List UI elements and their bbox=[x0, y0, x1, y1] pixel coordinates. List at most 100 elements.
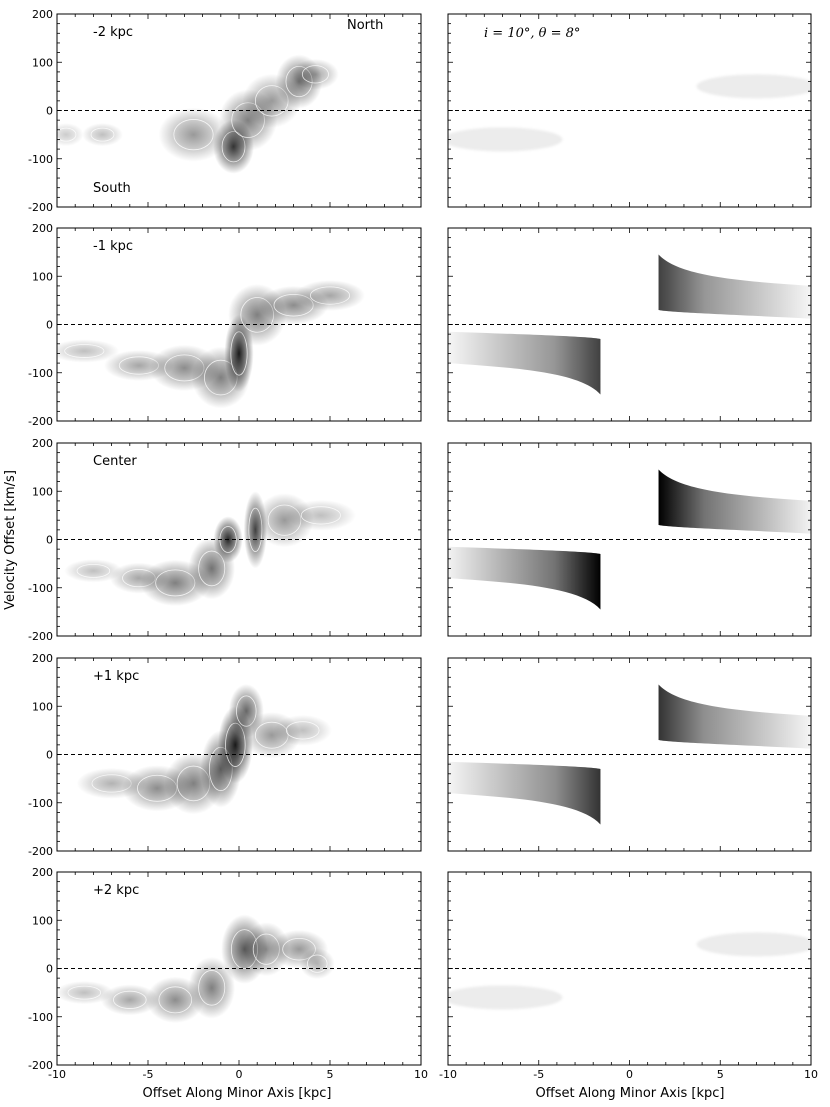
emission-blob bbox=[243, 922, 290, 977]
emission-blob bbox=[295, 280, 365, 311]
y-tick-label: -200 bbox=[28, 1059, 53, 1072]
model-panel-3 bbox=[447, 442, 812, 637]
contour-line bbox=[307, 954, 328, 973]
model-panel-2 bbox=[447, 227, 812, 422]
x-axis-title-left: Offset Along Minor Axis [kpc] bbox=[143, 1086, 332, 1101]
observed-panel-5: -200 -100 0 100 200 -10 -5 0 5 10 +2 kpc bbox=[28, 866, 428, 1081]
contour-line bbox=[285, 721, 320, 740]
y-tick-label: 100 bbox=[32, 485, 53, 498]
y-tick-label: 100 bbox=[32, 914, 53, 927]
y-tick-label: 0 bbox=[46, 963, 53, 976]
x-tick-label: -5 bbox=[533, 1068, 544, 1081]
y-tick-label: -100 bbox=[28, 153, 53, 166]
y-tick-label: 0 bbox=[46, 319, 53, 332]
y-tick-label: 100 bbox=[32, 270, 53, 283]
y-axis-title: Velocity Offset [km/s] bbox=[3, 470, 18, 610]
y-tick-label: 200 bbox=[32, 437, 53, 450]
x-tick-label: 0 bbox=[626, 1068, 633, 1081]
x-tick-label: 0 bbox=[236, 1068, 243, 1081]
emission-blob bbox=[57, 123, 84, 147]
row-label: +1 kpc bbox=[93, 669, 139, 684]
observed-panel-1: -200 -100 0 100 200 -2 kpc North South bbox=[28, 8, 422, 214]
contour-line bbox=[300, 506, 341, 525]
observed-panel-3: -200 -100 0 100 200 Center bbox=[28, 437, 422, 643]
panel-content bbox=[448, 932, 811, 1010]
y-tick-label: -100 bbox=[28, 797, 53, 810]
contour-line bbox=[64, 344, 105, 358]
y-tick-label: 0 bbox=[46, 534, 53, 547]
model-params-label: i = 10°, θ = 8° bbox=[484, 26, 580, 41]
row-label: -2 kpc bbox=[93, 25, 133, 40]
panel-content bbox=[57, 914, 335, 1024]
y-tick-label: -100 bbox=[28, 1011, 53, 1024]
y-tick-label: 0 bbox=[46, 105, 53, 118]
x-tick-label: 10 bbox=[414, 1068, 428, 1081]
panel-content bbox=[448, 469, 811, 610]
model-panel-4 bbox=[447, 657, 812, 852]
model-panel-1: i = 10°, θ = 8° bbox=[447, 13, 812, 208]
south-label: South bbox=[93, 181, 131, 196]
x-tick-label: 10 bbox=[804, 1068, 818, 1081]
emission-blob bbox=[57, 981, 114, 1005]
model-band-south bbox=[448, 331, 601, 395]
model-band-north bbox=[696, 932, 811, 957]
x-tick-label: -10 bbox=[48, 1068, 66, 1081]
model-band-south bbox=[448, 546, 601, 610]
emission-blob bbox=[285, 499, 356, 531]
north-label: North bbox=[347, 18, 383, 33]
model-band-north bbox=[658, 684, 811, 749]
y-tick-label: 200 bbox=[32, 652, 53, 665]
y-tick-label: 200 bbox=[32, 866, 53, 879]
emission-blob bbox=[158, 107, 229, 162]
panel-content bbox=[76, 684, 332, 815]
model-band-north bbox=[658, 469, 811, 534]
y-tick-label: -200 bbox=[28, 201, 53, 214]
contour-line bbox=[301, 65, 329, 84]
x-tick-label: -10 bbox=[439, 1068, 457, 1081]
model-band-north bbox=[658, 254, 811, 319]
panel-content bbox=[64, 491, 356, 607]
model-band-south bbox=[448, 985, 563, 1010]
row-label: Center bbox=[93, 454, 137, 469]
contour-line bbox=[309, 286, 351, 305]
y-tick-label: 200 bbox=[32, 222, 53, 235]
emission-blob bbox=[64, 559, 123, 583]
model-band-south bbox=[448, 127, 563, 152]
y-tick-label: 200 bbox=[32, 8, 53, 21]
contour-line bbox=[90, 127, 115, 142]
x-tick-label: 5 bbox=[327, 1068, 334, 1081]
y-tick-label: -200 bbox=[28, 630, 53, 643]
y-tick-label: 0 bbox=[46, 749, 53, 762]
y-tick-label: -200 bbox=[28, 845, 53, 858]
row-label: +2 kpc bbox=[93, 883, 139, 898]
y-tick-label: -100 bbox=[28, 582, 53, 595]
panel-content bbox=[57, 54, 339, 174]
panel-content bbox=[448, 74, 811, 152]
x-tick-label: -5 bbox=[143, 1068, 154, 1081]
panel-content bbox=[448, 254, 811, 395]
panel-content bbox=[57, 280, 365, 409]
x-axis-title-right: Offset Along Minor Axis [kpc] bbox=[536, 1086, 725, 1101]
observed-panel-2: -200 -100 0 100 200 -1 kpc bbox=[28, 222, 422, 428]
emission-blob bbox=[273, 714, 332, 746]
contour-line bbox=[57, 127, 77, 142]
contour-line bbox=[67, 985, 102, 1000]
y-tick-label: -100 bbox=[28, 367, 53, 380]
contour-line bbox=[198, 550, 226, 587]
emission-blob bbox=[299, 948, 335, 980]
panel-content bbox=[448, 684, 811, 825]
y-tick-label: 100 bbox=[32, 56, 53, 69]
y-tick-label: -200 bbox=[28, 415, 53, 428]
emission-blob bbox=[100, 984, 159, 1016]
model-band-south bbox=[448, 761, 601, 825]
emission-blob bbox=[292, 58, 339, 90]
model-panel-5: -10 -5 0 5 10 bbox=[439, 871, 818, 1081]
row-label: -1 kpc bbox=[93, 239, 133, 254]
observed-panel-4: -200 -100 0 100 200 +1 kpc bbox=[28, 652, 422, 858]
x-tick-label: 5 bbox=[717, 1068, 724, 1081]
emission-blob bbox=[57, 339, 120, 363]
emission-blob bbox=[188, 956, 235, 1019]
y-tick-label: 100 bbox=[32, 700, 53, 713]
